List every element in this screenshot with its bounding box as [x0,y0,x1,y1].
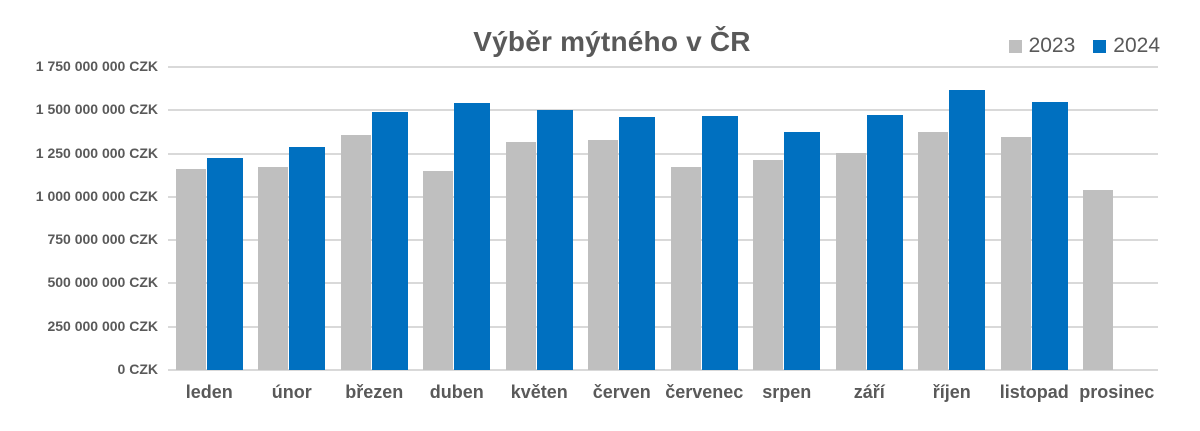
bar-2024-říjen [949,90,986,370]
legend-label-2024: 2024 [1113,34,1160,57]
legend-item-2023: 2023 [1008,34,1076,58]
bar-2024-květen [536,110,573,370]
gridline-750000000 [168,239,1158,242]
legend-label-2023: 2023 [1028,34,1076,57]
y-axis-tick-label: 1 500 000 000 CZK [35,101,158,118]
y-axis-tick-label: 1 750 000 000 CZK [35,58,158,74]
x-axis-label-duben: duben [429,382,484,402]
bar-2023-leden [175,169,206,370]
x-axis-label-září: září [853,382,885,402]
x-axis-label-červenec: červenec [665,382,744,402]
bar-2024-září [866,115,903,370]
bar-2024-duben [454,103,491,370]
bar-2024-červen [619,117,656,370]
bar-2023-červen [588,139,619,370]
x-axis-label-květen: květen [510,382,568,402]
x-axis-label-srpen: srpen [762,382,812,402]
bar-2023-září [835,152,866,370]
x-axis-label-leden: leden [185,382,233,402]
x-axis-label-červen: červen [592,382,651,402]
x-axis-label-březen: březen [345,382,404,402]
y-axis-tick-label: 500 000 000 CZK [47,274,158,291]
x-axis-label-listopad: listopad [999,382,1069,402]
gridline-250000000 [168,325,1158,328]
bar-2023-červenec [670,166,701,370]
bar-2023-květen [505,142,536,370]
x-axis-label-únor: únor [271,382,312,402]
y-axis-tick-label: 0 CZK [117,361,158,377]
y-axis-tick-label: 250 000 000 CZK [47,317,158,334]
legend: 2023 2024 [1008,34,1160,58]
gridline-0 [168,369,1158,371]
legend-swatch-2024 [1093,39,1107,53]
gridline-1250000000 [168,152,1158,155]
bar-2023-březen [340,135,371,370]
gridline-500000000 [168,282,1158,285]
gridline-1000000000 [168,195,1158,198]
bar-2024-únor [289,146,326,370]
bar-2023-srpen [753,159,784,370]
x-axis-label-říjen: říjen [932,382,971,402]
bar-2024-srpen [784,131,821,370]
bar-2024-leden [206,157,243,370]
bar-2023-říjen [918,131,949,370]
bar-2023-listopad [1000,137,1031,370]
bar-2023-duben [423,170,454,370]
bar-2024-červenec [701,116,738,370]
gridline-1750000000 [168,66,1158,68]
y-axis-tick-label: 750 000 000 CZK [47,231,158,248]
gridline-1500000000 [168,109,1158,112]
bar-2024-březen [371,112,408,370]
x-axis-label-prosinec: prosinec [1079,382,1155,402]
bar-2023-prosinec [1083,189,1114,370]
legend-item-2024: 2024 [1093,34,1160,58]
bar-2023-únor [258,167,289,370]
chart-title: Výběr mýtného v ČR [473,26,751,57]
y-axis-tick-label: 1 000 000 000 CZK [35,187,158,204]
y-axis-tick-label: 1 250 000 000 CZK [35,144,158,161]
bar-2024-listopad [1031,102,1068,370]
legend-swatch-2023 [1008,39,1022,53]
